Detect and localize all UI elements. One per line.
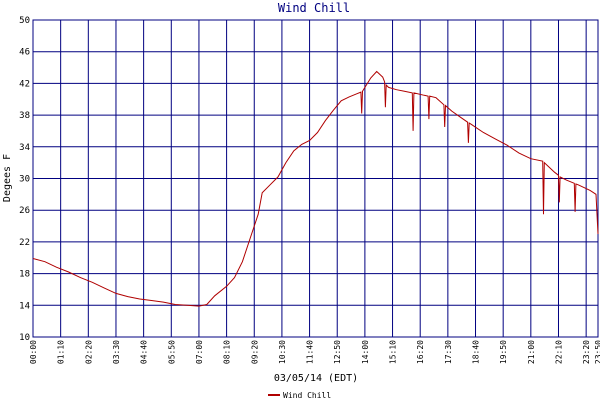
x-tick-label: 18:40 — [472, 340, 481, 364]
x-tick-label: 23:20 — [582, 340, 591, 364]
y-tick-label: 14 — [19, 301, 30, 311]
x-tick-label: 11:40 — [306, 340, 315, 364]
x-tick-label: 03:30 — [112, 340, 121, 364]
y-tick-label: 18 — [19, 270, 30, 280]
y-tick-label: 30 — [19, 175, 30, 185]
y-tick-label: 34 — [19, 143, 30, 153]
x-tick-label: 19:50 — [499, 340, 508, 364]
x-tick-label: 04:40 — [140, 340, 149, 364]
x-tick-label: 08:10 — [223, 340, 232, 364]
x-tick-label: 05:50 — [167, 340, 176, 364]
y-tick-label: 22 — [19, 238, 30, 248]
x-tick-label: 02:20 — [84, 340, 93, 364]
x-tick-label: 22:10 — [554, 340, 563, 364]
y-tick-label: 42 — [19, 79, 30, 89]
plot-frame — [32, 19, 599, 338]
x-tick-label: 16:20 — [416, 340, 425, 364]
x-tick-label: 10:30 — [278, 340, 287, 364]
legend-label: Wind Chill — [283, 391, 331, 400]
x-axis-label: 03/05/14 (EDT) — [274, 373, 358, 384]
x-tick-label: 09:20 — [250, 340, 259, 364]
y-tick-label: 10 — [19, 333, 30, 343]
x-tick-label: 07:00 — [195, 340, 204, 364]
x-tick-label: 21:00 — [527, 340, 536, 364]
x-tick-label: 15:10 — [389, 340, 398, 364]
x-tick-label: 17:30 — [444, 340, 453, 364]
y-tick-label: 26 — [19, 206, 30, 216]
data-line — [32, 70, 599, 307]
x-tick-label: 01:10 — [57, 340, 66, 364]
x-tick-label: 12:50 — [333, 340, 342, 364]
y-axis-label: Degees F — [2, 154, 13, 202]
y-tick-label: 38 — [19, 111, 30, 121]
y-tick-label: 46 — [19, 48, 30, 58]
x-tick-label: 00:00 — [29, 340, 38, 364]
chart-title: Wind Chill — [278, 1, 350, 15]
x-tick-label: 23:50 — [594, 340, 600, 364]
y-tick-label: 50 — [19, 16, 30, 26]
x-tick-label: 14:00 — [361, 340, 370, 364]
